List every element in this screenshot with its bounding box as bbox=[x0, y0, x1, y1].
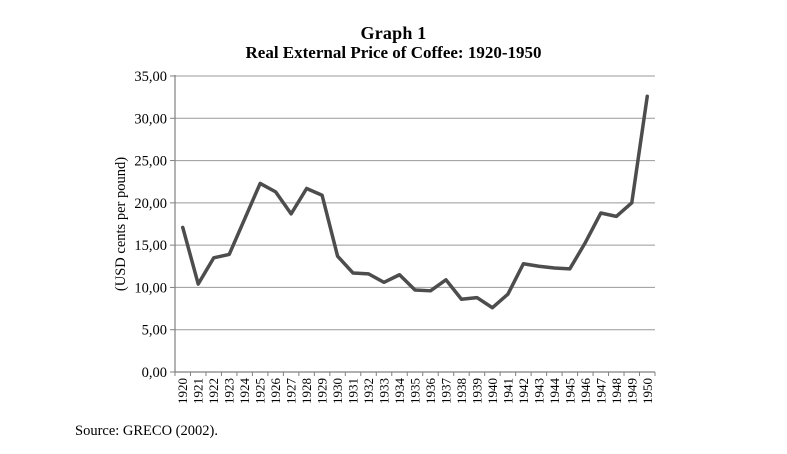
svg-text:20,00: 20,00 bbox=[134, 196, 167, 212]
svg-text:1931: 1931 bbox=[346, 378, 361, 404]
chart-subtitle: Real External Price of Coffee: 1920-1950 bbox=[245, 43, 542, 62]
tick-marks bbox=[170, 75, 656, 376]
svg-text:30,00: 30,00 bbox=[134, 111, 167, 127]
svg-text:1934: 1934 bbox=[392, 378, 407, 405]
price-line-series bbox=[180, 94, 650, 310]
svg-text:25,00: 25,00 bbox=[134, 154, 167, 170]
svg-text:0,00: 0,00 bbox=[142, 365, 167, 381]
svg-text:1939: 1939 bbox=[469, 378, 484, 404]
svg-text:1920: 1920 bbox=[175, 378, 190, 404]
svg-text:1936: 1936 bbox=[423, 378, 438, 405]
svg-text:1921: 1921 bbox=[191, 378, 206, 404]
svg-text:1922: 1922 bbox=[206, 378, 221, 404]
svg-text:5,00: 5,00 bbox=[142, 323, 167, 339]
svg-text:1935: 1935 bbox=[408, 378, 423, 404]
svg-text:1927: 1927 bbox=[284, 378, 299, 405]
svg-text:1924: 1924 bbox=[237, 378, 252, 405]
svg-text:1948: 1948 bbox=[609, 378, 624, 404]
svg-text:35,00: 35,00 bbox=[134, 69, 167, 85]
svg-text:1941: 1941 bbox=[500, 378, 515, 404]
axes bbox=[174, 75, 655, 373]
y-tick-labels: 0,00 5,00 10,00 15,00 20,00 25,00 30,00 35,00 bbox=[134, 69, 167, 381]
svg-text:1925: 1925 bbox=[253, 378, 268, 404]
svg-text:1944: 1944 bbox=[547, 378, 562, 405]
svg-text:10,00: 10,00 bbox=[134, 280, 167, 296]
svg-text:1937: 1937 bbox=[438, 378, 453, 405]
svg-text:1930: 1930 bbox=[330, 378, 345, 404]
x-tick-labels: 1920 1921 1922 1923 1924 1925 1926 1927 1928 1929… bbox=[175, 378, 655, 405]
y-gridlines bbox=[175, 75, 655, 331]
svg-text:1928: 1928 bbox=[299, 378, 314, 404]
svg-text:1932: 1932 bbox=[361, 378, 376, 404]
svg-text:1940: 1940 bbox=[485, 378, 500, 404]
svg-text:1942: 1942 bbox=[516, 378, 531, 404]
svg-text:15,00: 15,00 bbox=[134, 238, 167, 254]
svg-text:1926: 1926 bbox=[268, 378, 283, 405]
svg-text:1943: 1943 bbox=[531, 378, 546, 404]
svg-text:1946: 1946 bbox=[578, 378, 593, 405]
svg-text:1929: 1929 bbox=[315, 378, 330, 404]
svg-text:1947: 1947 bbox=[593, 378, 608, 405]
svg-text:1950: 1950 bbox=[640, 378, 655, 404]
svg-text:1938: 1938 bbox=[454, 378, 469, 404]
svg-text:1945: 1945 bbox=[562, 378, 577, 404]
chart-title: Graph 1 bbox=[360, 23, 427, 43]
svg-text:1949: 1949 bbox=[624, 378, 639, 404]
svg-text:1923: 1923 bbox=[222, 378, 237, 404]
y-axis-title: (USD cents per pound) bbox=[113, 157, 129, 291]
source-note: Source: GRECO (2002). bbox=[75, 423, 218, 439]
svg-text:1933: 1933 bbox=[377, 378, 392, 404]
